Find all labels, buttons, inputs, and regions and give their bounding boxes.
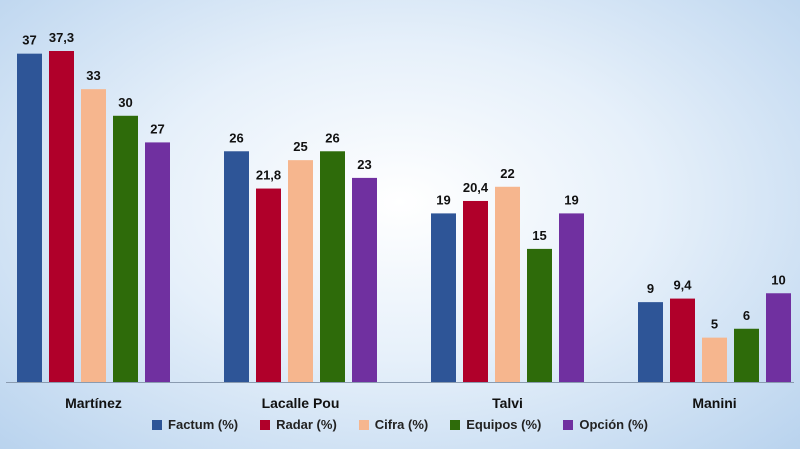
bar (288, 160, 313, 382)
bar (670, 298, 695, 382)
data-label: 26 (229, 130, 243, 145)
bar (495, 186, 520, 382)
data-label: 9 (647, 281, 654, 296)
data-label: 37 (22, 33, 36, 48)
bar (559, 213, 584, 382)
legend-swatch (152, 419, 163, 430)
data-label: 5 (711, 317, 718, 332)
category-label: Lacalle Pou (262, 395, 340, 411)
legend-swatch (260, 419, 271, 430)
data-label: 19 (564, 192, 578, 207)
data-label: 21,8 (256, 168, 281, 183)
legend-swatch (358, 419, 369, 430)
bar (256, 188, 281, 382)
data-label: 20,4 (463, 180, 489, 195)
legend-swatch (450, 419, 461, 430)
bar (113, 115, 138, 383)
bar (431, 213, 456, 382)
data-label: 6 (743, 308, 750, 323)
bar (17, 53, 42, 382)
legend-swatch (563, 419, 574, 430)
data-label: 10 (771, 272, 785, 287)
data-label: 27 (150, 121, 164, 136)
data-label: 23 (357, 157, 371, 172)
legend-label: Radar (%) (276, 417, 337, 432)
data-label: 26 (325, 130, 339, 145)
legend-item: Factum (%) (152, 417, 238, 432)
legend: Factum (%) Radar (%) Cifra (%) Equipos (%) O… (0, 417, 800, 432)
data-label: 25 (293, 139, 307, 154)
bar (320, 151, 345, 382)
bar (527, 248, 552, 382)
data-label: 30 (118, 95, 132, 110)
category-label: Martínez (65, 395, 122, 411)
data-label: 33 (86, 68, 100, 83)
bar (224, 151, 249, 382)
data-label: 19 (436, 192, 450, 207)
data-label: 15 (532, 228, 546, 243)
data-label: 22 (500, 166, 514, 181)
data-label: 9,4 (673, 278, 692, 293)
bar (702, 337, 727, 382)
data-label: 37,3 (49, 30, 74, 45)
bar (766, 293, 791, 382)
legend-item: Cifra (%) (358, 417, 429, 432)
legend-item: Opción (%) (563, 417, 648, 432)
legend-item: Radar (%) (260, 417, 337, 432)
legend-label: Cifra (%) (374, 417, 429, 432)
bar (81, 89, 106, 383)
bar (638, 302, 663, 382)
legend-item: Equipos (%) (450, 417, 541, 432)
bar (352, 177, 377, 382)
bar (463, 200, 488, 382)
bar (145, 142, 170, 382)
category-label: Talvi (492, 395, 523, 411)
bar (734, 328, 759, 382)
bar (49, 51, 74, 382)
legend-label: Opción (%) (579, 417, 648, 432)
legend-label: Equipos (%) (466, 417, 542, 432)
category-label: Manini (692, 395, 736, 411)
legend-label: Factum (%) (168, 417, 239, 432)
